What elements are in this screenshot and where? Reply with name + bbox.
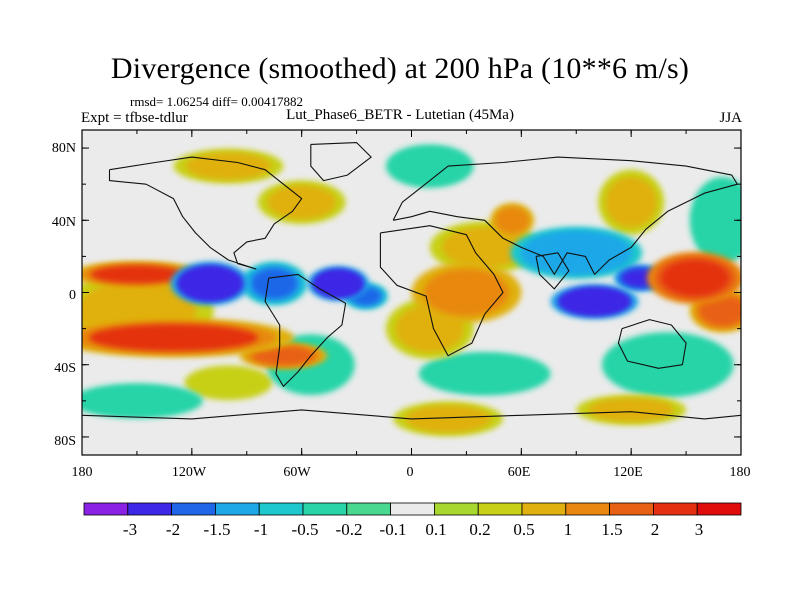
field-blob: [405, 405, 491, 433]
experiment-label: Expt = tfbse-tdlur: [81, 110, 188, 126]
plot-title: Divergence (smoothed) at 200 hPa (10**6 …: [110, 52, 690, 85]
coastline: [264, 273, 347, 387]
colorbar-label: 1: [563, 520, 573, 539]
field-blob: [530, 234, 623, 271]
lat-label-40s: 40S: [54, 361, 76, 376]
colorbar-label: -1.5: [203, 520, 231, 539]
coastline: [81, 409, 742, 420]
season-label: JJA: [719, 110, 742, 126]
colorbar-swatch: [477, 502, 523, 516]
colorbar-swatch: [433, 502, 479, 516]
coastline: [108, 156, 303, 270]
field-blob: [182, 268, 238, 299]
field-blob: [88, 323, 259, 352]
lon-label-0: 0: [406, 465, 414, 480]
colorbar-swatch: [521, 502, 567, 516]
colorbar-swatch: [696, 502, 742, 516]
colorbar-swatch: [171, 502, 216, 516]
lat-label-40n: 40N: [51, 215, 76, 230]
field-blob: [267, 185, 336, 220]
field-blob: [661, 259, 730, 297]
colorbar-label: 0.5: [513, 520, 535, 539]
colorbar-swatch: [653, 502, 698, 516]
field-blob: [185, 152, 272, 180]
colorbar-label: 1.5: [601, 520, 623, 539]
field-blob: [697, 186, 741, 254]
colorbar-swatch: [83, 502, 129, 516]
lon-label-120e: 120E: [613, 465, 643, 480]
colorbar-label: -1: [253, 520, 269, 539]
case-label: Lut_Phase6_BETR - Lutetian (45Ma): [286, 107, 514, 123]
colorbar-label: -0.5: [291, 520, 319, 539]
colorbar-label: 2: [650, 520, 660, 539]
colorbar-swatch: [302, 502, 348, 516]
field-blob: [699, 295, 741, 326]
field-blob: [442, 227, 528, 268]
colorbar-swatch: [258, 502, 304, 516]
lat-label-0: 0: [69, 288, 76, 303]
coastline: [392, 156, 738, 275]
colorbar-swatch: [390, 502, 435, 516]
colorbar-label: -0.1: [379, 520, 407, 539]
colorbar-swatch: [565, 502, 610, 516]
coastline: [379, 225, 504, 357]
colorbar-swatch: [609, 502, 654, 516]
colorbar-label: -0.2: [335, 520, 363, 539]
field-blob: [616, 339, 719, 390]
lon-label-180e: 180: [729, 465, 751, 480]
colorbar-label: 0.2: [469, 520, 491, 539]
coastline: [310, 142, 372, 182]
field-blob: [251, 268, 298, 299]
lon-label-180w: 180: [71, 465, 93, 480]
field-blob: [184, 365, 273, 401]
colorbar-swatch: [214, 502, 260, 516]
lon-label-60e: 60E: [507, 465, 531, 480]
colorbar-label: 3: [694, 520, 704, 539]
lat-label-80s: 80S: [54, 434, 76, 449]
coastline: [617, 319, 687, 369]
field-blob: [605, 177, 657, 228]
field-blob: [423, 268, 509, 317]
lat-label-80n: 80N: [51, 141, 76, 156]
field-blob: [316, 271, 360, 296]
lon-label-120w: 120W: [171, 465, 207, 480]
field-blob: [85, 387, 188, 415]
colorbar-swatch: [346, 502, 391, 516]
colorbar-swatch: [127, 502, 173, 516]
field-layer: [82, 144, 741, 437]
field-blob: [563, 289, 626, 314]
field-blob: [90, 265, 184, 284]
stats-line: rmsd= 1.06254 diff= 0.00417882: [130, 94, 303, 109]
coastline: [535, 252, 570, 290]
lon-label-60w: 60W: [283, 465, 311, 480]
field-blob: [252, 346, 315, 365]
colorbar-label: -3: [122, 520, 138, 539]
field-blob: [433, 356, 536, 391]
field-blob: [395, 149, 464, 183]
field-blob: [588, 398, 674, 422]
field-blob: [495, 206, 530, 234]
colorbar-label: -2: [165, 520, 181, 539]
colorbar-label: 0.1: [425, 520, 447, 539]
